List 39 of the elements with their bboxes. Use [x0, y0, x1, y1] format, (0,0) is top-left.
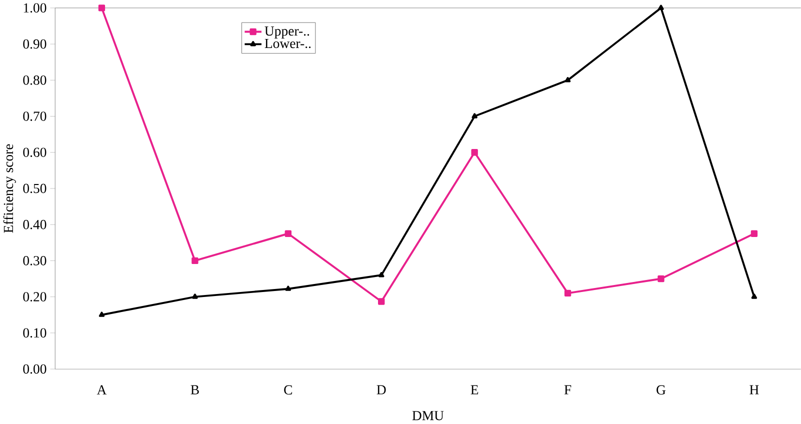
x-tick-label: C — [284, 386, 292, 395]
y-tick-label: 0.90 — [23, 40, 46, 49]
point — [750, 230, 758, 238]
y-tick-label: 0.40 — [23, 220, 46, 230]
point — [751, 294, 758, 300]
x-tick-label: G — [656, 386, 666, 395]
point — [564, 290, 572, 297]
point — [564, 77, 571, 82]
point — [472, 113, 478, 119]
legend-label: Lower-.. — [264, 39, 311, 48]
point — [98, 312, 105, 318]
y-tick-label: 0.30 — [23, 256, 46, 266]
x-tick-label: A — [96, 386, 107, 395]
point — [471, 149, 478, 156]
legend-label: Upper-.. — [264, 26, 310, 39]
point — [284, 230, 292, 238]
y-tick-label: 0.10 — [23, 328, 46, 338]
y-tick-label: 0.00 — [23, 364, 46, 374]
y-tick-label: 0.60 — [23, 148, 46, 158]
point — [658, 5, 664, 10]
x-tick-label: H — [750, 386, 759, 395]
x-tick-label: E — [470, 386, 478, 395]
y-tick-label: 0.20 — [23, 292, 46, 302]
point — [192, 294, 198, 300]
x-tick-label: F — [564, 386, 572, 395]
point — [98, 4, 106, 12]
y-tick-label: 0.80 — [23, 76, 46, 86]
y-axis-title: Efficiency score — [3, 144, 16, 234]
point — [192, 258, 198, 264]
point — [658, 276, 664, 282]
y-tick-label: 0.50 — [23, 184, 46, 194]
x-tick-label: D — [376, 386, 386, 395]
point — [378, 298, 385, 306]
y-tick-label: 0.70 — [23, 112, 46, 122]
y-tick-label: 1.00 — [24, 4, 46, 13]
point — [285, 286, 292, 292]
x-axis-title: DMU — [412, 411, 444, 420]
x-tick-label: B — [190, 386, 199, 395]
point — [378, 272, 384, 278]
